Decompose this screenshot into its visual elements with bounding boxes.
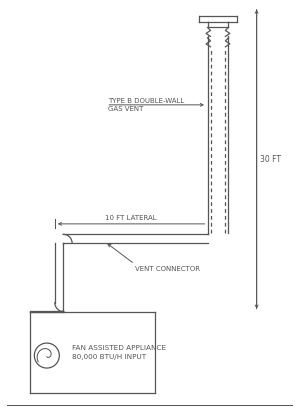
Text: FAN ASSISTED APPLIANCE
80,000 BTU/H INPUT: FAN ASSISTED APPLIANCE 80,000 BTU/H INPU…: [72, 345, 166, 360]
Text: TYPE B DOUBLE-WALL
GAS VENT: TYPE B DOUBLE-WALL GAS VENT: [108, 98, 184, 112]
Text: 30 FT: 30 FT: [260, 155, 281, 164]
Text: VENT CONNECTOR: VENT CONNECTOR: [135, 265, 200, 272]
Text: 10 FT LATERAL: 10 FT LATERAL: [105, 216, 157, 222]
